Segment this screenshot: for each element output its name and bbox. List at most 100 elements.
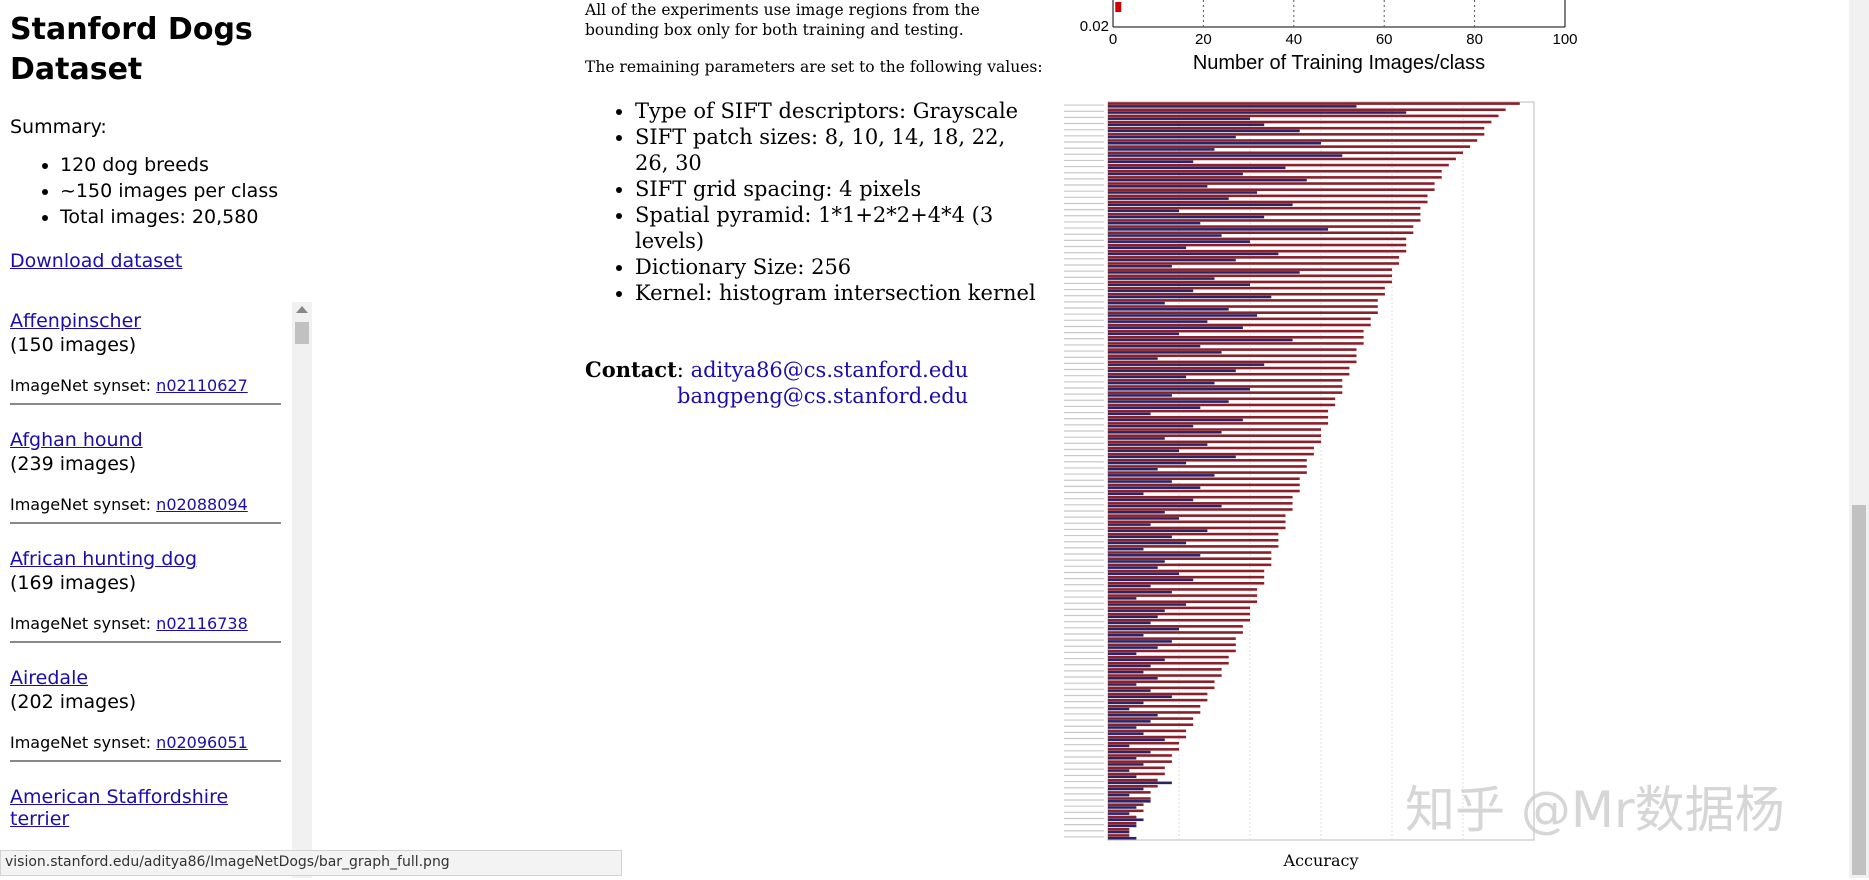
param-item: Type of SIFT descriptors: Grayscale bbox=[635, 98, 1045, 124]
param-item: Kernel: histogram intersection kernel bbox=[635, 280, 1045, 306]
synset-link[interactable]: n02088094 bbox=[156, 495, 248, 514]
bar-series-b bbox=[1108, 363, 1265, 366]
contact-email-link[interactable]: aditya86@cs.stanford.edu bbox=[690, 358, 969, 382]
breed-link[interactable]: Airedale bbox=[10, 667, 89, 689]
list-item: African hunting dog (169 images) ImageNe… bbox=[10, 538, 281, 643]
bar-series-b bbox=[1108, 781, 1172, 785]
bar-series-a bbox=[1108, 336, 1364, 339]
bar-series-a bbox=[1108, 280, 1392, 284]
bar-series-b bbox=[1108, 326, 1243, 330]
bar-series-a bbox=[1108, 735, 1187, 739]
bar-series-b bbox=[1108, 756, 1137, 760]
bar-series-a bbox=[1108, 717, 1194, 720]
param-item: SIFT grid spacing: 4 pixels bbox=[635, 176, 1045, 202]
bar-series-a bbox=[1108, 692, 1208, 696]
summary-item: Total images: 20,580 bbox=[60, 204, 310, 230]
bar-series-a bbox=[1108, 545, 1279, 548]
bar-series-a bbox=[1108, 655, 1229, 659]
bar-series-a bbox=[1108, 489, 1300, 493]
bar-series-a bbox=[1108, 557, 1272, 560]
bar-series-b bbox=[1108, 498, 1194, 502]
bar-series-b bbox=[1108, 529, 1208, 533]
x-axis-label: Number of Training Images/class bbox=[1193, 52, 1485, 74]
download-dataset-link[interactable]: Download dataset bbox=[10, 250, 183, 272]
bar-series-a bbox=[1108, 200, 1428, 204]
image-count: (169 images) bbox=[10, 572, 137, 594]
bar-series-a bbox=[1108, 514, 1286, 517]
bar-series-b bbox=[1108, 670, 1144, 674]
synset-link[interactable]: n02110627 bbox=[156, 376, 248, 395]
bar-series-a bbox=[1108, 237, 1407, 241]
param-item: Dictionary Size: 256 bbox=[635, 254, 1045, 280]
data-point bbox=[1115, 2, 1122, 12]
page-scroll-thumb[interactable] bbox=[1852, 505, 1866, 875]
summary-item: 120 dog breeds bbox=[60, 152, 310, 178]
bar-series-a bbox=[1108, 526, 1286, 530]
breed-link[interactable]: African hunting dog bbox=[10, 548, 198, 570]
breed-list[interactable]: Affenpinscher (150 images) ImageNet syns… bbox=[10, 300, 324, 878]
bar-series-a bbox=[1108, 434, 1321, 437]
bar-series-a bbox=[1108, 668, 1222, 671]
bar-series-b bbox=[1108, 283, 1250, 287]
bar-series-a bbox=[1108, 680, 1215, 683]
bar-series-a bbox=[1108, 366, 1350, 370]
bar-series-b bbox=[1108, 111, 1407, 114]
bar-series-b bbox=[1108, 695, 1172, 699]
bar-series-b bbox=[1108, 332, 1179, 336]
synset-link[interactable]: n02116738 bbox=[156, 614, 248, 633]
bar-series-b bbox=[1108, 461, 1187, 465]
bar-series-a bbox=[1108, 483, 1300, 487]
bar-series-b bbox=[1108, 554, 1201, 557]
bar-series-a bbox=[1108, 286, 1385, 290]
bar-series-b bbox=[1108, 424, 1194, 428]
breed-link[interactable]: Affenpinscher bbox=[10, 310, 142, 332]
scroll-thumb[interactable] bbox=[295, 322, 309, 344]
breed-link[interactable]: American Staffordshire terrier bbox=[10, 786, 229, 830]
per-class-accuracy-bar-chart: Accuracy bbox=[1064, 101, 1535, 870]
bar-series-b bbox=[1108, 129, 1300, 133]
bar-series-a bbox=[1108, 760, 1172, 763]
bar-series-a bbox=[1108, 169, 1442, 173]
bar-series-b bbox=[1108, 836, 1137, 840]
breed-link[interactable]: Afghan hound bbox=[10, 429, 143, 451]
synset-link[interactable]: n02096051 bbox=[156, 733, 248, 752]
bar-series-b bbox=[1108, 578, 1194, 582]
bar-series-b bbox=[1108, 806, 1137, 809]
bar-series-b bbox=[1108, 191, 1258, 194]
bar-series-a bbox=[1108, 274, 1392, 278]
bar-series-a bbox=[1108, 163, 1449, 167]
x-tick-label: 80 bbox=[1466, 31, 1483, 48]
bar-series-b bbox=[1108, 406, 1201, 410]
bar-series-a bbox=[1108, 815, 1137, 819]
bar-series-b bbox=[1108, 412, 1151, 416]
bar-series-a bbox=[1108, 803, 1144, 806]
bar-series-b bbox=[1108, 338, 1293, 342]
bar-series-b bbox=[1108, 320, 1208, 323]
bar-series-b bbox=[1108, 369, 1236, 373]
bar-series-b bbox=[1108, 615, 1158, 619]
bar-series-b bbox=[1108, 400, 1229, 403]
list-item: Afghan hound (239 images) ImageNet synse… bbox=[10, 419, 281, 524]
bar-series-b bbox=[1108, 123, 1265, 127]
bar-series-b bbox=[1108, 178, 1307, 182]
bar-series-b bbox=[1108, 357, 1158, 360]
bar-series-a bbox=[1108, 791, 1151, 794]
bar-series-b bbox=[1108, 154, 1343, 157]
bar-series-b bbox=[1108, 603, 1187, 606]
bar-series-a bbox=[1108, 268, 1392, 271]
bar-series-b bbox=[1108, 277, 1215, 280]
page-scrollbar[interactable] bbox=[1849, 0, 1869, 878]
bar-series-a bbox=[1108, 305, 1378, 308]
contact-email-link[interactable]: bangpeng@cs.stanford.edu bbox=[677, 384, 969, 408]
bar-series-a bbox=[1108, 440, 1321, 444]
bar-series-b bbox=[1108, 566, 1158, 569]
scroll-up-arrow-icon[interactable] bbox=[296, 306, 308, 313]
experiments-text: All of the experiments use image regions… bbox=[585, 1, 980, 39]
bar-series-b bbox=[1108, 609, 1165, 612]
bar-series-a bbox=[1108, 126, 1485, 130]
bar-series-b bbox=[1108, 301, 1165, 305]
bar-series-a bbox=[1108, 477, 1300, 481]
bar-series-a bbox=[1108, 176, 1442, 179]
y-tick-label: 0.02 bbox=[1080, 18, 1109, 35]
breed-list-scrollbar[interactable] bbox=[292, 302, 312, 878]
